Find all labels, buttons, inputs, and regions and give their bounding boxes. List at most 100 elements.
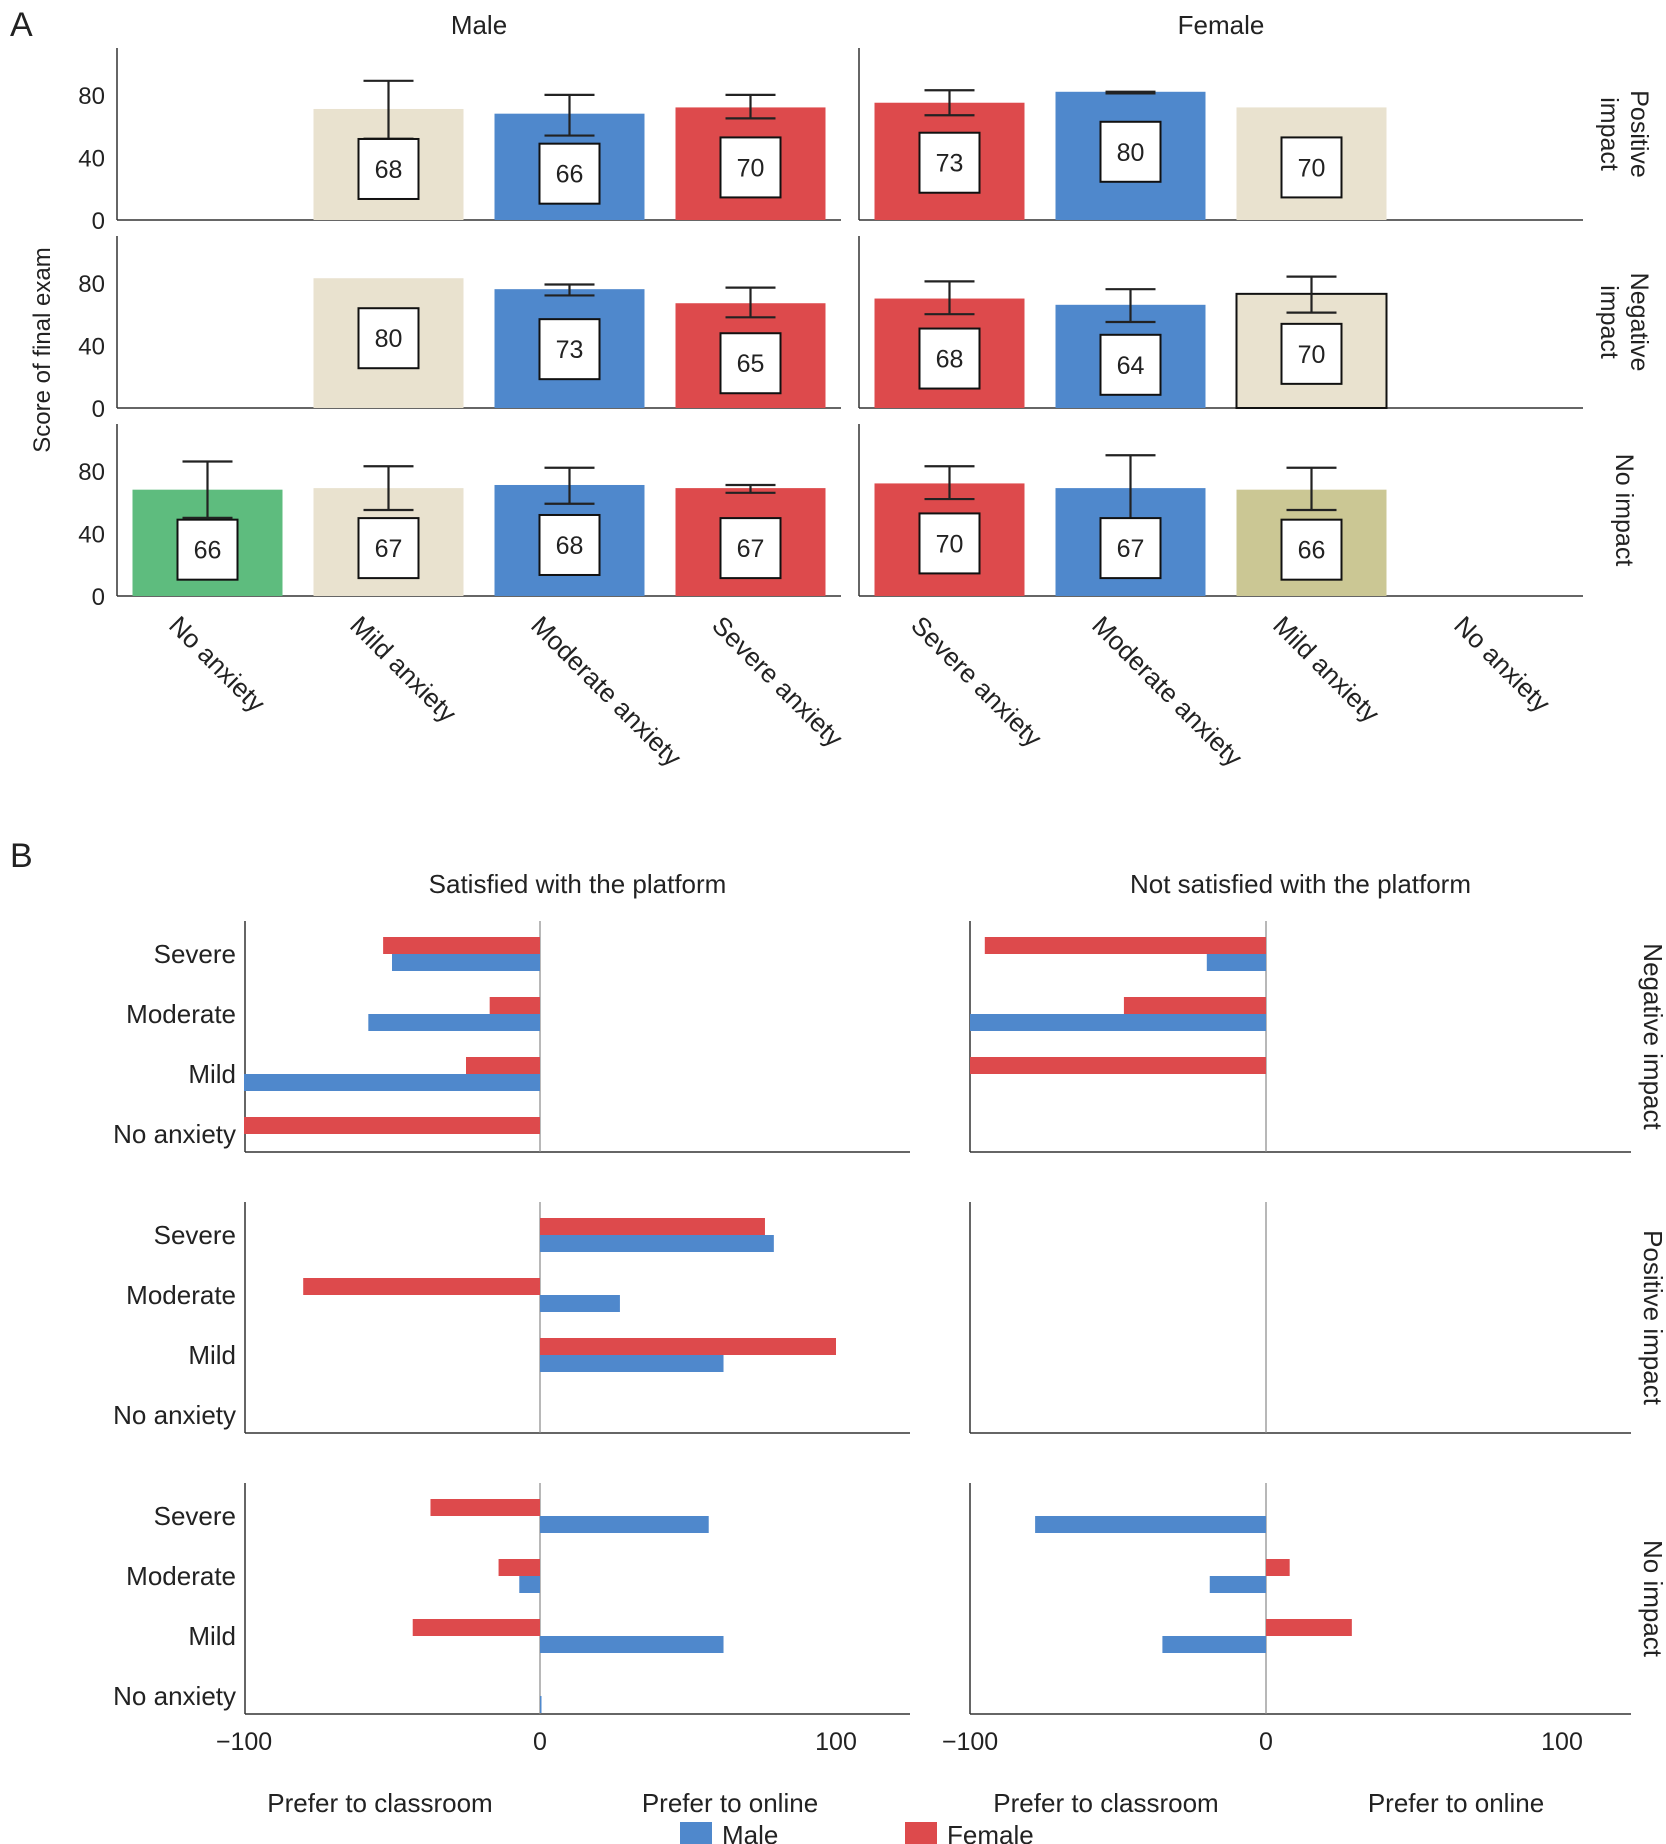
bar-male [540,1516,709,1533]
value-label-box [1099,333,1162,396]
value-label: 64 [1117,352,1145,380]
bar-female [303,1278,540,1295]
y-tick-label: 80 [78,459,105,486]
value-label-box [176,518,239,581]
x-category-label: Severe anxiety [905,610,1048,753]
bar-male [540,1355,724,1372]
row-label-line: No impact [1610,454,1638,567]
value-label-box [357,307,420,370]
row-label: No impact [1610,454,1638,567]
y-category-label: Severe [154,939,236,969]
value-label: 70 [1298,154,1326,182]
value-label: 67 [1117,535,1145,563]
axis-note-online: Prefer to online [642,1788,818,1818]
y-tick-label: 0 [92,396,105,423]
value-label: 66 [556,161,584,189]
bar-female [412,1619,540,1636]
legend-swatch [680,1822,712,1844]
x-tick-label: −100 [942,1728,998,1756]
value-label: 66 [194,537,222,565]
row-label: Negativeimpact [1595,273,1653,372]
panel-letter-b: B [10,837,33,875]
legend-label: Male [722,1820,778,1844]
bar-female [984,937,1266,954]
value-label-box [918,131,981,194]
y-tick-label: 0 [92,584,105,611]
value-label: 80 [375,325,403,353]
facet-title: Female [1178,10,1265,40]
value-label-box [719,517,782,580]
value-label-box [918,512,981,575]
axis-note-classroom: Prefer to classroom [267,1788,492,1818]
value-label: 70 [737,154,765,182]
row-label: Positiveimpact [1595,90,1653,178]
y-tick-label: 40 [78,521,105,548]
bar-female [1123,997,1266,1014]
x-tick-label: 0 [533,1728,547,1756]
axis-note-online: Prefer to online [1368,1788,1544,1818]
bar-female [540,1338,836,1355]
y-category-label: Severe [154,1501,236,1531]
value-label: 70 [1298,341,1326,369]
bar-female [244,1117,540,1134]
y-category-label: No anxiety [113,1119,236,1149]
value-label: 73 [556,336,584,364]
x-tick-label: 100 [815,1728,857,1756]
x-category-label: No anxiety [163,610,271,718]
bar-male [540,1235,774,1252]
x-category-label: Moderate anxiety [1086,610,1248,772]
value-label-box [538,142,601,205]
row-label-line: Positive [1625,90,1653,178]
row-label-line: impact [1595,285,1623,359]
bar-female [383,937,540,954]
facet-title: Not satisfied with the platform [1130,869,1471,899]
bar-female [489,997,540,1014]
bar-female [540,1218,765,1235]
x-tick-label: −100 [216,1728,272,1756]
x-tick-label: 100 [1541,1728,1583,1756]
value-label: 68 [936,346,964,374]
x-category-label: Mild anxiety [1267,610,1385,728]
bar-male [244,1074,540,1091]
value-label-box [1099,120,1162,183]
row-label: No impact [1638,1540,1666,1658]
y-tick-label: 80 [78,83,105,110]
row-label: Negative impact [1638,943,1666,1130]
panel-letter-a: A [10,6,33,44]
x-category-label: Mild anxiety [344,610,462,728]
y-axis-label: Score of final exam [29,247,56,452]
bar-male [368,1014,540,1031]
value-label-box [1280,322,1343,385]
bar-male [970,1014,1266,1031]
value-label-box [538,513,601,576]
value-label-box [1280,518,1343,581]
bar-male [392,954,540,971]
row-label: Positive impact [1638,1230,1666,1406]
y-category-label: Mild [188,1059,236,1089]
y-category-label: Moderate [126,999,236,1029]
value-label-box [1099,517,1162,580]
bar-female [466,1057,540,1074]
row-label-line: Negative [1625,273,1653,372]
bar-male [540,1295,620,1312]
y-category-label: No anxiety [113,1400,236,1430]
x-category-label: Severe anxiety [706,610,849,753]
value-label-box [918,327,981,390]
bar-female [498,1559,540,1576]
value-label-box [719,136,782,199]
value-label: 68 [556,532,584,560]
value-label-box [719,332,782,395]
value-label: 80 [1117,139,1145,167]
bar-male [1162,1636,1266,1653]
value-label: 66 [1298,537,1326,565]
y-category-label: Severe [154,1220,236,1250]
row-label-line: impact [1595,97,1623,171]
bar-female [970,1057,1266,1074]
value-label: 73 [936,150,964,178]
value-label: 65 [737,350,765,378]
y-category-label: Moderate [126,1280,236,1310]
axis-note-classroom: Prefer to classroom [993,1788,1218,1818]
value-label: 67 [375,535,403,563]
